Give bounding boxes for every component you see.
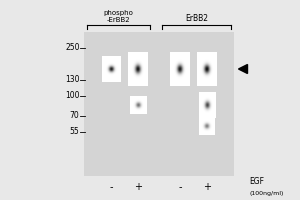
Text: (100ng/ml): (100ng/ml) — [249, 190, 284, 196]
Text: 70: 70 — [70, 112, 80, 120]
Text: 100: 100 — [65, 92, 80, 100]
Text: EGF: EGF — [249, 176, 264, 186]
Text: ErBB2: ErBB2 — [185, 14, 208, 23]
Text: -: - — [109, 182, 113, 192]
Text: 250: 250 — [65, 44, 80, 52]
Text: -: - — [178, 182, 182, 192]
Bar — [84, 32, 234, 176]
Text: phospho
-ErBB2: phospho -ErBB2 — [103, 10, 134, 23]
Text: +: + — [134, 182, 142, 192]
Polygon shape — [238, 64, 247, 73]
Text: +: + — [203, 182, 211, 192]
Text: 55: 55 — [70, 128, 80, 136]
Text: 130: 130 — [65, 75, 80, 84]
